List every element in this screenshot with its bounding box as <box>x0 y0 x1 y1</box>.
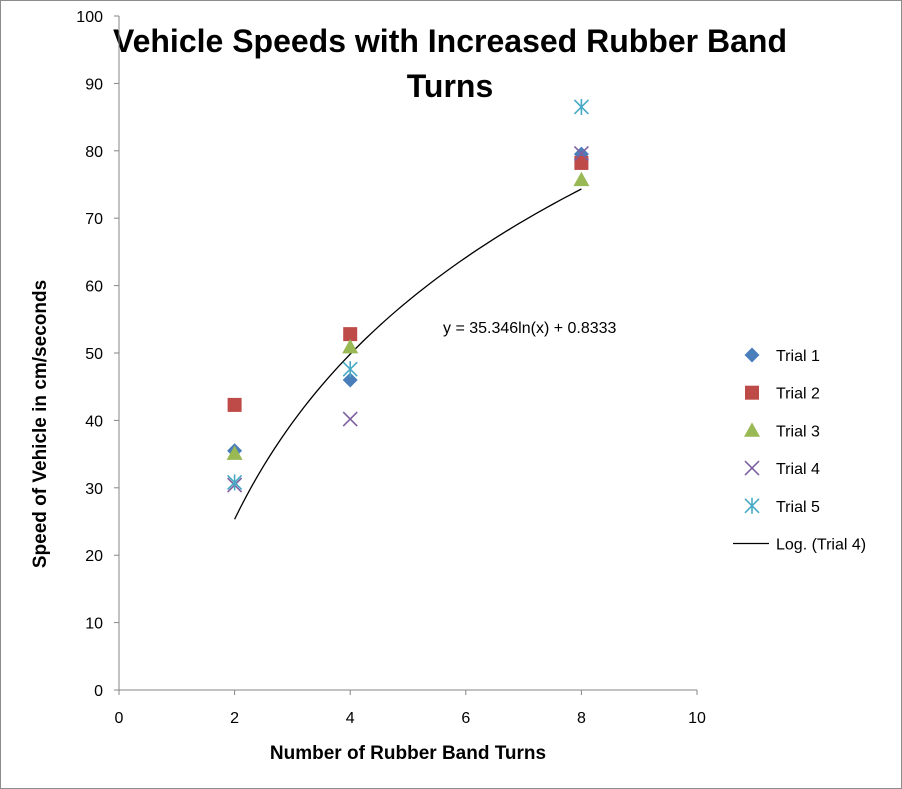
point-trial-3-1 <box>342 338 359 354</box>
point-trial-2-1 <box>343 327 358 342</box>
y-tick-label: 20 <box>85 548 103 565</box>
point-trial-3-0 <box>226 445 243 460</box>
point-trial-1-1 <box>342 372 358 388</box>
y-axis-title: Speed of Vehicle in cm/seconds <box>30 280 51 568</box>
point-trial-2-0 <box>227 397 242 412</box>
chart-title: Vehicle Speeds with Increased Rubber Ban… <box>113 23 787 104</box>
trendline <box>234 188 582 520</box>
y-tick-label: 30 <box>85 481 103 498</box>
legend-marker-1 <box>744 347 760 363</box>
y-tick-label: 100 <box>76 9 103 26</box>
point-trial-5-0 <box>227 474 243 491</box>
x-tick-label: 0 <box>115 710 124 727</box>
point-trial-2-2 <box>574 155 589 170</box>
y-tick-label: 10 <box>85 616 103 633</box>
x-tick-label: 8 <box>577 710 586 727</box>
x-tick-label: 2 <box>230 710 239 727</box>
point-trial-5-2 <box>573 98 589 115</box>
y-tick-label: 0 <box>94 683 103 700</box>
trendline-equation: y = 35.346ln(x) + 0.8333 <box>443 320 617 337</box>
point-trial-4-2 <box>573 145 589 162</box>
y-tick-label: 80 <box>85 144 103 161</box>
x-tick-label: 4 <box>346 710 355 727</box>
legend-label-2: Trial 2 <box>776 386 820 403</box>
chart-title-line-2: Turns <box>407 68 494 104</box>
x-tick-label: 6 <box>461 710 470 727</box>
legend-marker-5 <box>744 497 760 514</box>
legend-label-5: Trial 5 <box>776 499 820 516</box>
legend-label-trendline: Log. (Trial 4) <box>776 537 866 554</box>
legend-marker-2 <box>745 385 759 400</box>
y-tick-label: 50 <box>85 346 103 363</box>
chart-title-line-1: Vehicle Speeds with Increased Rubber Ban… <box>113 23 787 59</box>
point-trial-3-2 <box>573 171 590 187</box>
x-axis-title: Number of Rubber Band Turns <box>270 743 546 764</box>
point-trial-4-1 <box>342 411 358 427</box>
legend-label-1: Trial 1 <box>776 348 820 365</box>
legend-marker-4 <box>744 460 760 476</box>
tick-labels: 0 10 20 30 40 50 60 70 80 90 100 0 2 4 6 8 10 <box>76 9 706 727</box>
legend: Trial 1 Trial 2 Trial 3 Trial 4 Trial 5 Log. … <box>733 347 866 554</box>
y-tick-label: 70 <box>85 211 103 228</box>
y-tick-label: 90 <box>85 76 103 93</box>
data-points <box>226 98 590 493</box>
point-trial-5-1 <box>342 361 358 378</box>
x-tick-label: 10 <box>688 710 706 727</box>
y-tick-label: 60 <box>85 279 103 296</box>
axes <box>114 15 698 695</box>
legend-label-3: Trial 3 <box>776 423 820 440</box>
legend-label-4: Trial 4 <box>776 461 820 478</box>
y-tick-label: 40 <box>85 413 103 430</box>
legend-marker-3 <box>744 422 760 437</box>
